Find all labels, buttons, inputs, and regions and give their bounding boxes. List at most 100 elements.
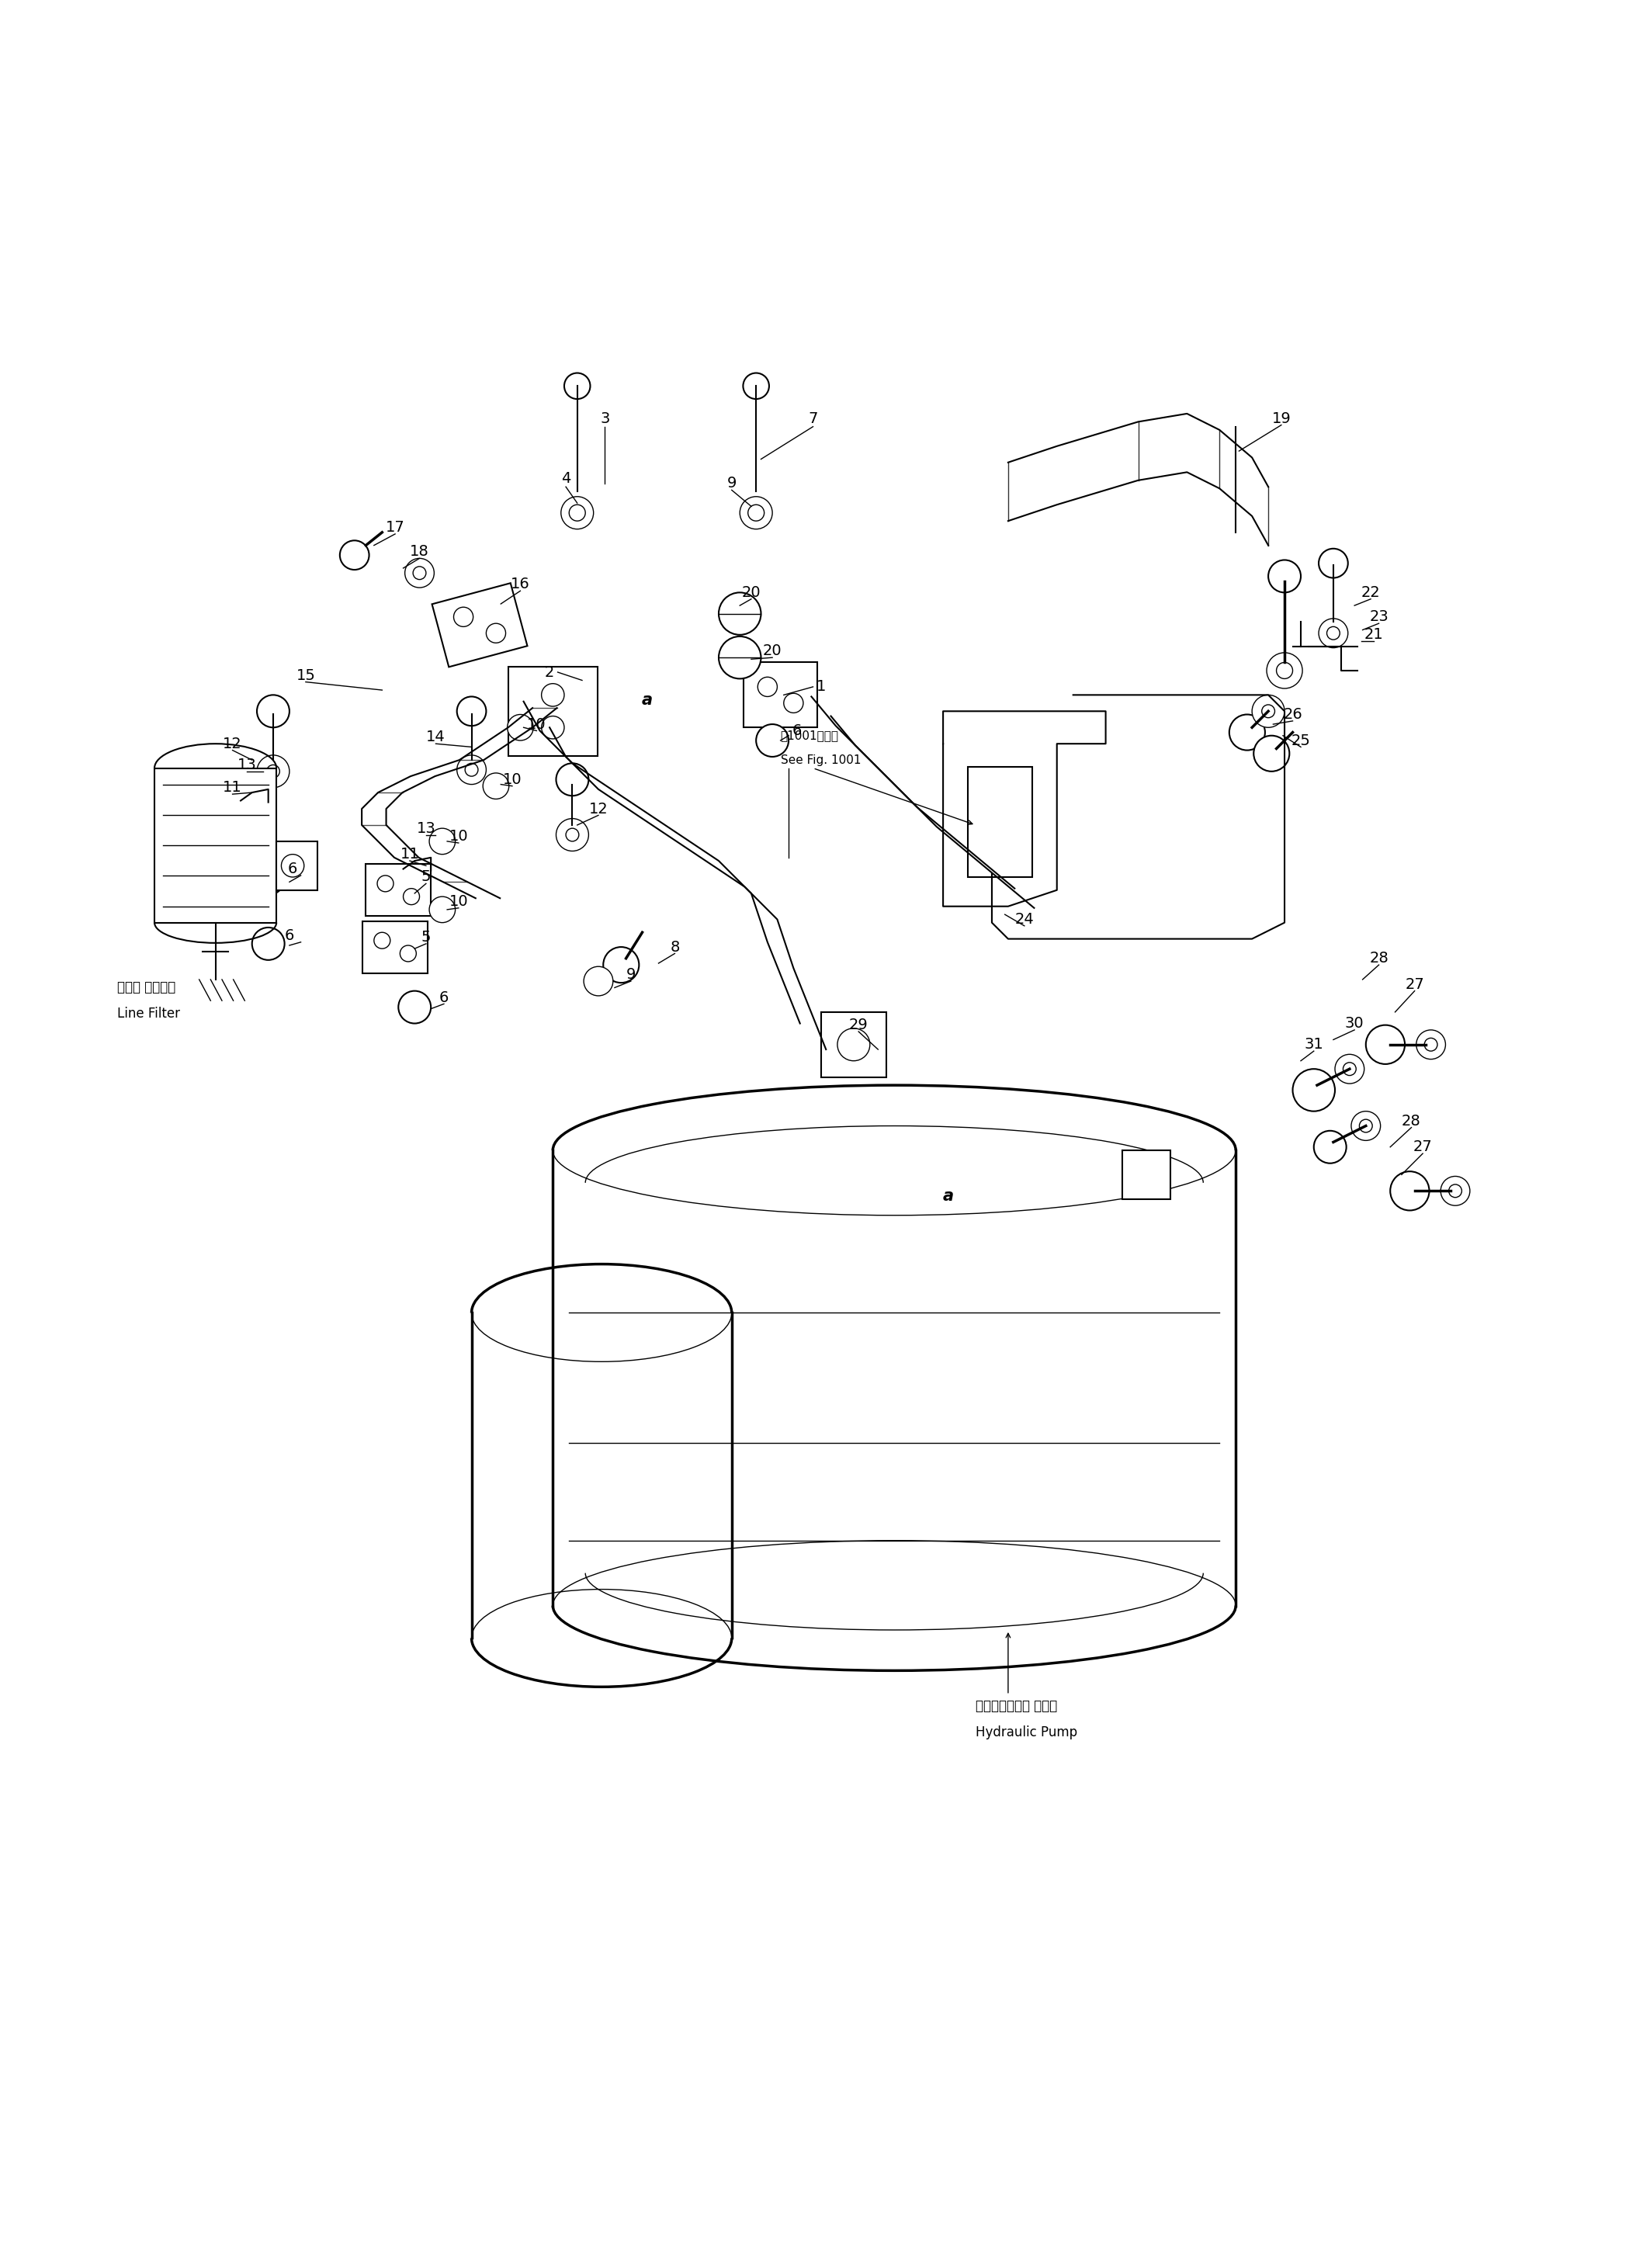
Circle shape — [454, 608, 473, 626]
Circle shape — [569, 506, 585, 522]
Text: 16: 16 — [511, 576, 530, 592]
Text: 12: 12 — [223, 737, 242, 751]
Circle shape — [429, 828, 455, 855]
Circle shape — [756, 723, 789, 758]
Bar — [507, 667, 598, 755]
Bar — [821, 1012, 886, 1077]
Text: 30: 30 — [1345, 1016, 1364, 1030]
Text: 6: 6 — [439, 991, 449, 1005]
Text: 17: 17 — [385, 519, 405, 535]
Circle shape — [429, 896, 455, 923]
Text: 26: 26 — [1283, 708, 1302, 721]
Text: 7: 7 — [808, 411, 818, 426]
Text: 20: 20 — [741, 585, 761, 599]
Text: ライン フィルタ: ライン フィルタ — [117, 980, 176, 996]
Bar — [745, 662, 816, 728]
Circle shape — [1366, 1025, 1405, 1064]
Text: 11: 11 — [400, 846, 420, 862]
Circle shape — [1319, 619, 1348, 649]
Circle shape — [1359, 1120, 1372, 1132]
Circle shape — [603, 948, 639, 982]
Text: 23: 23 — [1369, 610, 1389, 624]
Circle shape — [377, 875, 393, 891]
Circle shape — [556, 764, 589, 796]
Circle shape — [403, 889, 420, 905]
Circle shape — [252, 862, 285, 896]
Text: See Fig. 1001: See Fig. 1001 — [780, 755, 860, 767]
Circle shape — [1268, 560, 1301, 592]
Text: 12: 12 — [589, 801, 608, 816]
Circle shape — [1424, 1039, 1437, 1050]
Text: 18: 18 — [410, 544, 429, 560]
Text: 21: 21 — [1364, 628, 1384, 642]
Circle shape — [465, 764, 478, 776]
Bar — [366, 864, 431, 916]
Circle shape — [556, 819, 589, 850]
Text: 14: 14 — [426, 730, 446, 744]
Text: 22: 22 — [1361, 585, 1380, 599]
Text: 6: 6 — [285, 928, 294, 943]
Circle shape — [1229, 714, 1265, 751]
Circle shape — [483, 773, 509, 798]
Text: 10: 10 — [527, 717, 546, 733]
Bar — [1122, 1150, 1171, 1200]
Circle shape — [1449, 1184, 1462, 1198]
Circle shape — [374, 932, 390, 948]
Circle shape — [564, 372, 590, 399]
Text: Line Filter: Line Filter — [117, 1007, 180, 1021]
Circle shape — [413, 567, 426, 581]
Text: 15: 15 — [296, 669, 315, 683]
Circle shape — [457, 696, 486, 726]
Circle shape — [398, 991, 431, 1023]
Text: 10: 10 — [449, 830, 468, 844]
Text: 5: 5 — [421, 930, 431, 943]
Circle shape — [1267, 653, 1302, 689]
Circle shape — [1276, 662, 1293, 678]
Text: 第1001図参照: 第1001図参照 — [780, 730, 839, 742]
Circle shape — [1254, 735, 1289, 771]
Text: 27: 27 — [1413, 1139, 1433, 1154]
Text: 28: 28 — [1369, 950, 1389, 966]
Circle shape — [837, 1027, 870, 1061]
Circle shape — [340, 540, 369, 569]
Circle shape — [561, 497, 593, 528]
Text: 13: 13 — [416, 821, 436, 835]
Circle shape — [1262, 705, 1275, 717]
Circle shape — [257, 755, 289, 787]
Bar — [433, 583, 527, 667]
Circle shape — [252, 928, 285, 959]
Circle shape — [507, 714, 533, 739]
Circle shape — [486, 624, 506, 642]
Circle shape — [1335, 1055, 1364, 1084]
Bar — [967, 767, 1033, 878]
Circle shape — [1252, 694, 1285, 728]
Text: 27: 27 — [1405, 978, 1424, 991]
Text: 19: 19 — [1272, 411, 1291, 426]
Text: 13: 13 — [237, 758, 257, 771]
Text: 28: 28 — [1402, 1114, 1421, 1129]
Text: 11: 11 — [223, 780, 242, 796]
Text: 4: 4 — [561, 472, 571, 485]
Circle shape — [457, 755, 486, 785]
Text: 10: 10 — [502, 771, 522, 787]
Text: 20: 20 — [763, 644, 782, 658]
Bar — [154, 769, 276, 923]
Text: 8: 8 — [670, 939, 680, 955]
Circle shape — [748, 506, 764, 522]
Text: 10: 10 — [449, 894, 468, 909]
Circle shape — [584, 966, 613, 996]
Circle shape — [758, 678, 777, 696]
Text: 9: 9 — [727, 476, 737, 490]
Circle shape — [719, 592, 761, 635]
Circle shape — [743, 372, 769, 399]
Circle shape — [541, 717, 564, 739]
Text: a: a — [943, 1188, 953, 1204]
Text: 5: 5 — [421, 869, 431, 885]
Circle shape — [1327, 626, 1340, 640]
Text: a: a — [642, 692, 652, 708]
Bar — [363, 921, 428, 973]
Text: 25: 25 — [1291, 733, 1311, 748]
Circle shape — [784, 694, 803, 712]
Text: 6: 6 — [792, 723, 802, 737]
Text: 2: 2 — [545, 665, 554, 680]
